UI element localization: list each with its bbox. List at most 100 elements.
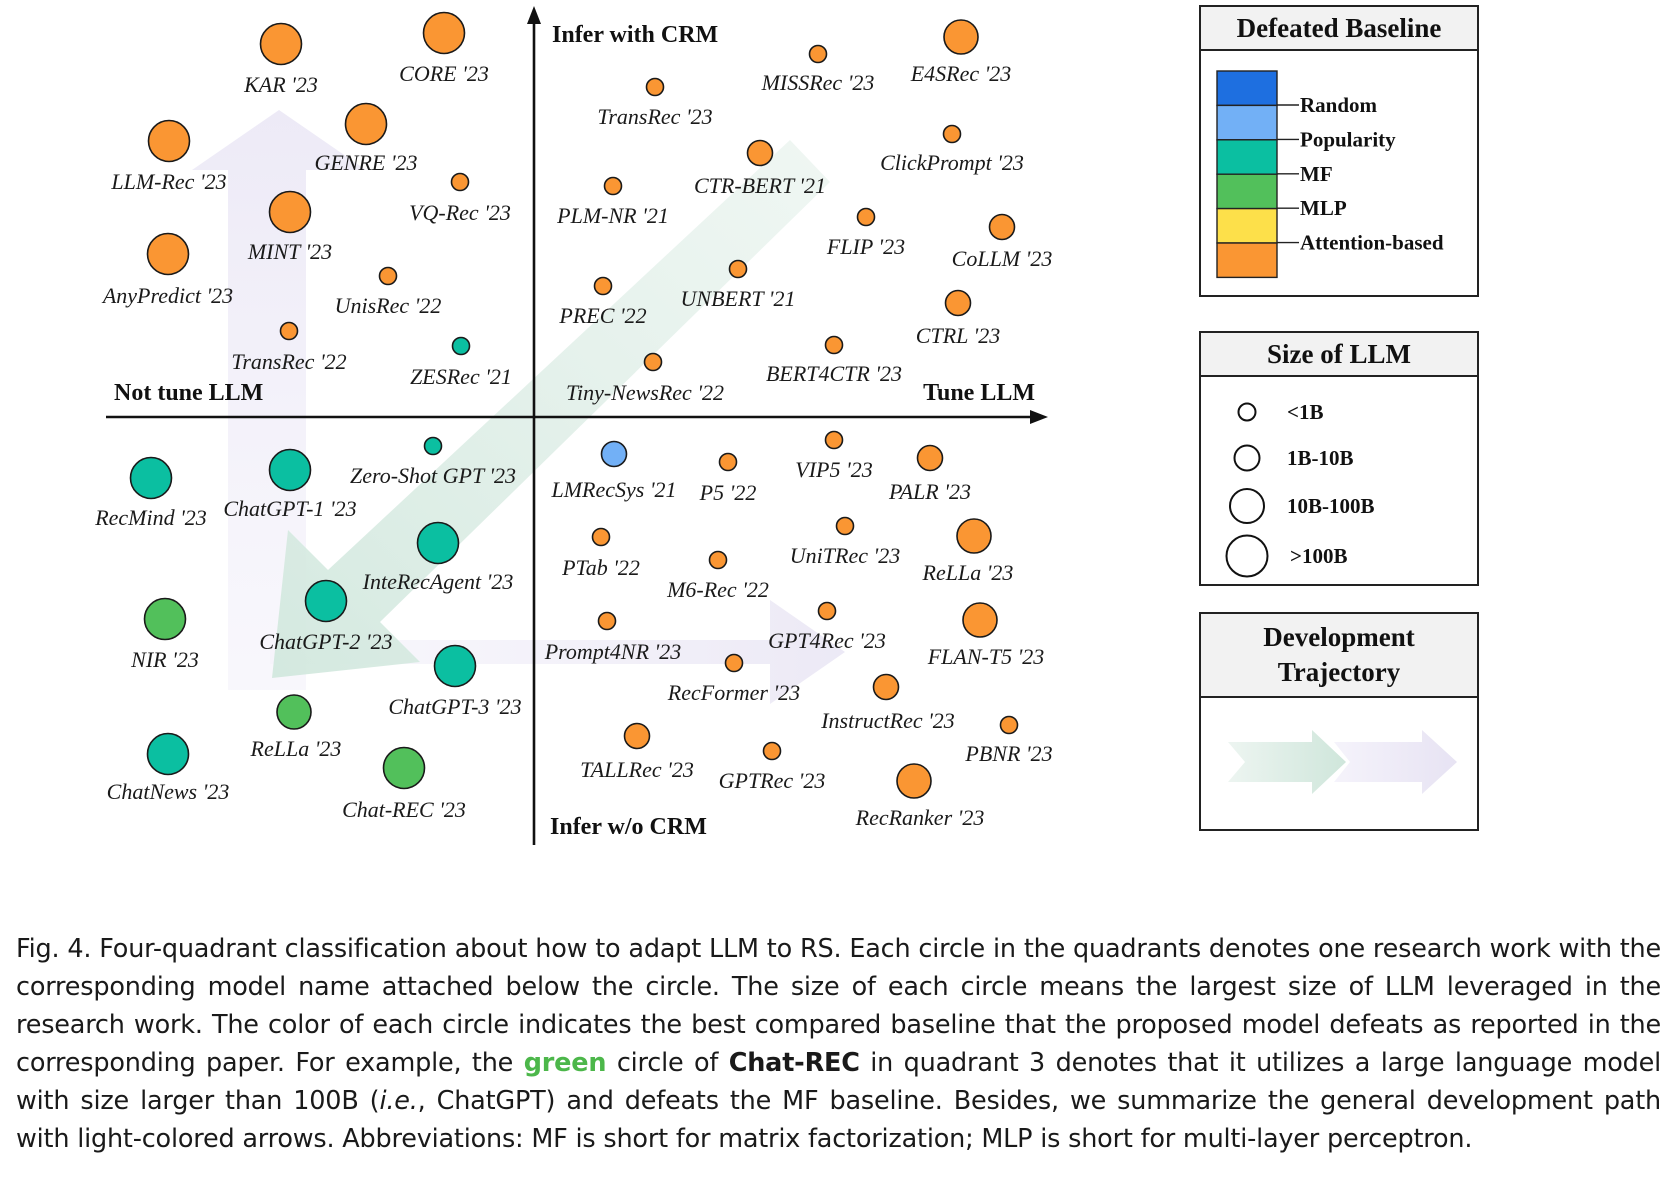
model-label: ClickPrompt '23 (880, 150, 1024, 175)
model-label: RecRanker '23 (855, 805, 985, 830)
legend-color-swatch (1216, 207, 1278, 244)
model-tiny-newsrec-22: Tiny-NewsRec '22 (566, 352, 724, 405)
model-label: CORE '23 (399, 61, 489, 86)
model-gptrec-23: GPTRec '23 (719, 741, 825, 793)
model-ctr-bert-21: CTR-BERT '21 (694, 139, 826, 198)
model-flan-t5-23: FLAN-T5 '23 (927, 602, 1044, 669)
model-ctrl-23: CTRL '23 (916, 289, 1000, 348)
caption-green-word: green (523, 1048, 607, 1078)
model-m6-rec-22: M6-Rec '22 (666, 550, 769, 602)
model-label: UniTRec '23 (790, 543, 900, 568)
model-circle (999, 715, 1019, 735)
model-zero-shot-gpt-23: Zero-Shot GPT '23 (350, 436, 516, 488)
model-flip-23: FLIP '23 (826, 207, 905, 259)
model-label: UNBERT '21 (681, 286, 796, 311)
model-ptab-22: PTab '22 (561, 527, 640, 580)
development-arrows (192, 110, 845, 704)
model-circle (593, 276, 613, 296)
model-label: ChatGPT-3 '23 (388, 694, 521, 719)
model-circle (916, 444, 944, 472)
model-label: ZESRec '21 (410, 364, 512, 389)
vertical-axis-arrowhead (527, 6, 541, 24)
caption-ie: i.e. (379, 1086, 418, 1116)
model-circle (268, 190, 312, 234)
caption-text-4: , ChatGPT) and defeats the MF baseline. … (16, 1086, 1661, 1154)
legend-purple-arrow (1334, 730, 1457, 794)
model-clickprompt-23: ClickPrompt '23 (880, 124, 1024, 175)
model-llm-rec-23: LLM-Rec '23 (110, 119, 227, 194)
quadrant-diagram: Infer with CRM Infer w/o CRM Not tune LLM T… (94, 5, 1479, 845)
legend-size-title: Size of LLM (1267, 339, 1411, 369)
trajectory-arrow-right (270, 600, 845, 704)
model-label: ChatNews '23 (107, 779, 230, 804)
model-missrec-23: MISSRec '23 (761, 44, 875, 95)
model-circle (451, 336, 471, 356)
model-rella-23: ReLLa '23 (250, 694, 342, 761)
model-circle (279, 321, 299, 341)
model-palr-23: PALR '23 (888, 444, 971, 504)
model-circle (422, 11, 466, 55)
model-lmrecsys-21: LMRecSys '21 (550, 440, 677, 502)
model-label: CTR-BERT '21 (694, 173, 826, 198)
model-circle (988, 213, 1016, 241)
legend-size-header (1199, 331, 1479, 377)
legend-size-circle (1237, 402, 1257, 422)
model-label: ReLLa '23 (250, 736, 342, 761)
model-label: BERT4CTR '23 (766, 361, 902, 386)
model-label: KAR '23 (243, 72, 318, 97)
model-gpt4rec-23: GPT4Rec '23 (768, 601, 886, 653)
model-label: RecFormer '23 (667, 680, 800, 705)
model-circle (835, 516, 855, 536)
legends: Defeated Baseline Random Popularity MF MLP At… (1199, 5, 1479, 831)
model-unbert-21: UNBERT '21 (681, 259, 796, 311)
model-circle (643, 352, 663, 372)
model-circle (597, 611, 617, 631)
model-label: GENRE '23 (314, 150, 417, 175)
model-label: InteRecAgent '23 (362, 569, 514, 594)
model-chatgpt-1-23: ChatGPT-1 '23 (223, 448, 357, 521)
model-label: MISSRec '23 (761, 70, 875, 95)
legend-color-swatch (1216, 242, 1278, 279)
legend-baseline: Defeated Baseline Random Popularity MF MLP At… (1199, 5, 1479, 297)
model-label: Zero-Shot GPT '23 (350, 463, 516, 488)
model-circle (600, 440, 628, 468)
model-circle (944, 289, 972, 317)
model-label: Chat-REC '23 (342, 797, 466, 822)
legend-size-item: 1B-10B (1287, 446, 1354, 470)
model-recformer-23: RecFormer '23 (667, 653, 800, 705)
model-transrec-23: TransRec '23 (597, 77, 713, 129)
model-label: MINT '23 (247, 239, 332, 264)
model-label: RecMind '23 (94, 505, 207, 530)
model-label: M6-Rec '22 (666, 577, 769, 602)
model-label: VQ-Rec '23 (409, 200, 511, 225)
legend-color-swatch (1216, 70, 1278, 107)
model-vip5-23: VIP5 '23 (795, 430, 873, 482)
model-circle (872, 673, 900, 701)
axis-label-bottom: Infer w/o CRM (550, 814, 707, 840)
model-circle (450, 172, 470, 192)
model-label: GPT4Rec '23 (768, 628, 886, 653)
model-tallrec-23: TALLRec '23 (580, 722, 694, 782)
model-circle (962, 602, 998, 638)
model-circle (433, 644, 477, 688)
model-label: FLIP '23 (826, 234, 905, 259)
caption-chat-rec: Chat-REC (728, 1048, 860, 1078)
axis-label-right: Tune LLM (923, 380, 1035, 406)
model-chat-rec-23: Chat-REC '23 (342, 746, 466, 822)
legend-color-swatch (1216, 104, 1278, 141)
caption-text-3: in quadrant 3 denotes that it utilizes a… (16, 1048, 1661, 1116)
model-label: P5 '22 (699, 480, 757, 505)
model-p5-22: P5 '22 (699, 452, 757, 505)
axis-label-top: Infer with CRM (552, 22, 718, 48)
model-circle (896, 763, 932, 799)
model-vq-rec-23: VQ-Rec '23 (409, 172, 511, 225)
model-pbnr-23: PBNR '23 (964, 715, 1053, 766)
model-circle (143, 597, 187, 641)
model-core-23: CORE '23 (399, 11, 489, 86)
horizontal-axis-arrowhead (1030, 410, 1048, 424)
model-label: PLM-NR '21 (556, 203, 669, 228)
model-circle (708, 550, 728, 570)
model-unitrec-23: UniTRec '23 (790, 516, 900, 568)
model-circle (147, 119, 191, 163)
model-unisrec-22: UnisRec '22 (335, 266, 441, 318)
